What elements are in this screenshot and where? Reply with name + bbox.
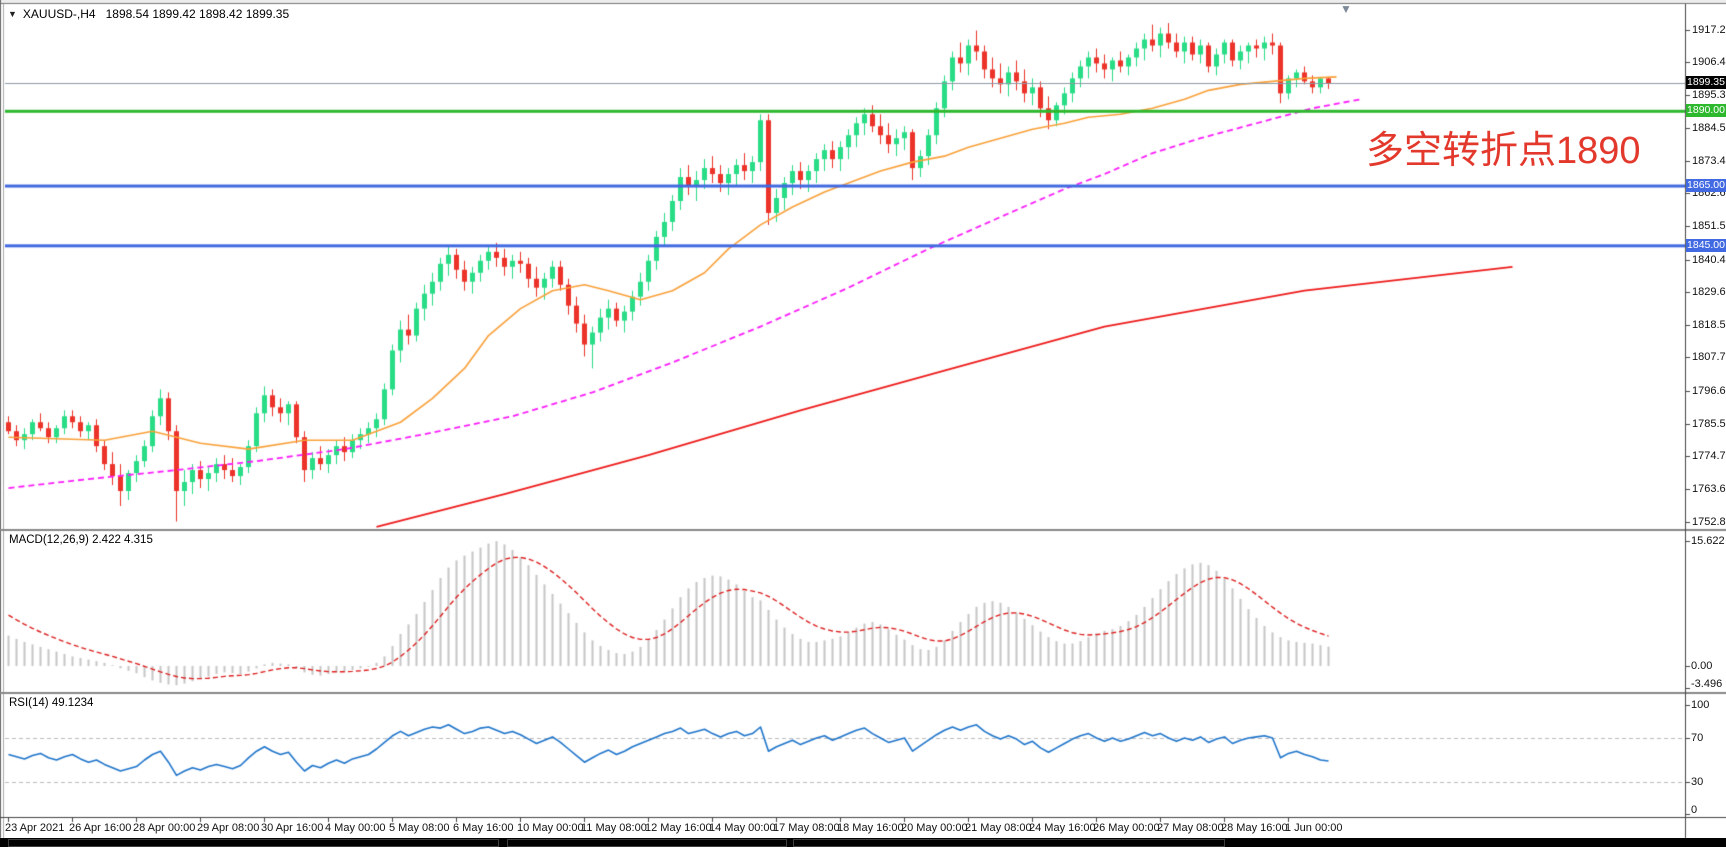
taskbar-button[interactable] — [8, 839, 499, 847]
macd-indicator-label: MACD(12,26,9) 2.422 4.315 — [9, 534, 153, 546]
annotation-text: 多空转折点1890 — [1366, 130, 1641, 172]
rsi-indicator-label: RSI(14) 49.1234 — [9, 697, 94, 709]
symbol-period-label: XAUUSD-,H4 — [22, 7, 96, 21]
taskbar-button[interactable] — [793, 839, 1225, 847]
ohlc-values: 1898.54 1899.42 1898.42 1899.35 — [105, 7, 290, 21]
taskbar[interactable] — [0, 838, 1726, 847]
taskbar-button[interactable] — [507, 839, 787, 847]
symbol-dropdown-icon[interactable]: ▼ — [8, 9, 17, 19]
chart-header: ▼ XAUUSD-,H4 1898.54 1899.42 1898.42 1899.… — [8, 7, 289, 21]
scroll-to-end-icon: ▼ — [1340, 2, 1352, 16]
